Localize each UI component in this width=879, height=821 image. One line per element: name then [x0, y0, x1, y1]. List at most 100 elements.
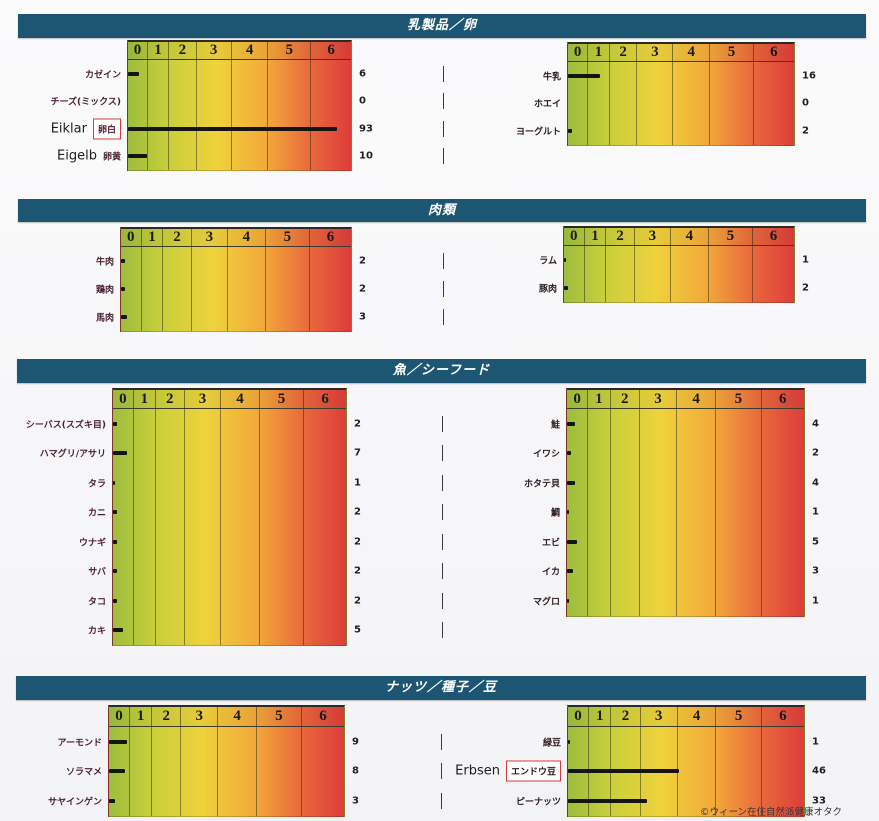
chart-row: 馬肉 3 — [96, 303, 444, 331]
scale-columns — [567, 409, 804, 616]
chart-row: ピーナッツ 33 — [516, 786, 826, 816]
section-header-dairy-eggs: 乳製品／卵 — [18, 14, 866, 38]
value-bar — [567, 480, 576, 485]
chart-row: ホタテ貝 4 — [524, 468, 819, 498]
scale-column — [638, 409, 676, 616]
section-header-nuts-seeds-beans: ナッツ／種子／豆 — [16, 676, 866, 700]
row-label: Eigelb 卵黄 — [57, 149, 121, 164]
divider-tick — [442, 622, 443, 639]
category-label: サヤインゲン — [48, 797, 102, 808]
scale-tick-label: 2 — [609, 390, 639, 408]
scale-column — [190, 247, 227, 331]
scale-column — [195, 60, 231, 170]
category-label: 卵黄 — [102, 152, 121, 163]
scale-columns — [564, 246, 794, 302]
value-bar — [109, 739, 127, 744]
value-label: 3 — [359, 311, 366, 323]
scale-tick-label: 1 — [140, 229, 163, 246]
chart-body: ラム 1 豚肉 2 — [539, 246, 809, 302]
scale-tick-label: 5 — [709, 44, 752, 61]
scale-column — [168, 60, 195, 170]
category-label: 緑豆 — [542, 738, 561, 749]
scale-columns — [128, 60, 351, 170]
section-title: 魚／シーフード — [392, 363, 491, 378]
value-bar — [121, 315, 127, 319]
scale-tick-label: 6 — [300, 707, 344, 726]
value-label: 8 — [352, 765, 359, 777]
row-label: ハマグリ/アサリ — [40, 447, 106, 460]
scale-tick-label: 3 — [183, 390, 221, 408]
scale-column — [707, 246, 752, 302]
scale-tick-label: 5 — [267, 42, 310, 59]
divider-tick — [442, 445, 443, 462]
scale-tick-label: 0 — [119, 391, 127, 407]
category-label: イワシ — [532, 449, 560, 460]
divider-tick — [442, 474, 443, 491]
category-label: マグロ — [532, 597, 560, 608]
scale-column — [180, 727, 217, 816]
divider-tick — [442, 415, 443, 432]
value-label: 0 — [802, 97, 809, 109]
row-label: ホエイ — [534, 97, 561, 110]
scale-column — [609, 409, 639, 616]
scale-tick-label: 3 — [638, 390, 676, 408]
value-bar — [568, 73, 601, 78]
row-label: 牛肉 — [96, 255, 114, 268]
row-label: 鮭 — [551, 417, 560, 430]
value-bar — [113, 598, 117, 603]
scale-tick-label: 4 — [217, 707, 256, 726]
divider-tick — [442, 563, 443, 580]
value-bar — [567, 569, 574, 574]
chart-body: カゼイン 6 チーズ(ミックス) 0 Eiklar 卵白 93 Eigelb 卵黄 10 — [50, 60, 444, 170]
scale-tick-label: 3 — [180, 707, 217, 726]
scale-tick-label: 4 — [676, 707, 716, 726]
scale-column — [715, 409, 761, 616]
scale-tick-label: 0 — [570, 228, 578, 244]
divider-tick — [443, 253, 444, 269]
chart-row: ソラマメ 8 — [66, 757, 442, 787]
chart-row: 鶏肉 2 — [96, 275, 444, 303]
scale-tick-label: 1 — [146, 42, 168, 59]
scale-column — [151, 727, 180, 816]
scale-column — [715, 727, 760, 816]
value-label: 1 — [802, 254, 809, 266]
value-label: 2 — [359, 283, 366, 295]
scale-tick-label: 6 — [308, 229, 351, 246]
value-bar — [113, 539, 117, 544]
scale-tick-label: 1 — [588, 707, 610, 726]
scale-column — [633, 246, 670, 302]
scale-tick-label: 4 — [230, 42, 268, 59]
scale-column — [146, 60, 168, 170]
value-label: 93 — [359, 123, 373, 135]
scale-column — [128, 727, 151, 816]
section-header-meat: 肉類 — [18, 199, 866, 222]
scale-tick-label: 0 — [115, 708, 123, 724]
value-bar — [568, 128, 572, 133]
chart-row: カキ 5 — [88, 616, 443, 646]
value-label: 2 — [354, 506, 361, 518]
scale-tick-label: 0 — [133, 42, 142, 58]
category-label: タコ — [87, 597, 106, 608]
scale-column — [264, 247, 309, 331]
category-label: エビ — [541, 538, 560, 549]
scale-column — [583, 246, 606, 302]
chart-body: 牛乳 16 ホエイ 0 ヨーグルト 2 — [516, 62, 816, 145]
highlighted-category-label: 卵白 — [92, 118, 121, 140]
row-label: チーズ(ミックス) — [50, 95, 121, 108]
scale-column — [227, 247, 265, 331]
row-label: サバ — [88, 565, 106, 578]
category-label: サバ — [88, 567, 106, 578]
row-label: イカ — [542, 565, 560, 578]
scale-column — [676, 409, 715, 616]
value-bar — [113, 421, 117, 426]
value-label: 46 — [812, 765, 826, 777]
scale-tick-label: 4 — [672, 44, 709, 61]
scale-tick-label: 2 — [154, 390, 184, 408]
chart-panel-meat-left: 0 1 2 3 4 5 6 牛肉 2 鶏肉 2 馬肉 3 — [96, 227, 444, 332]
scale-column — [162, 247, 190, 331]
